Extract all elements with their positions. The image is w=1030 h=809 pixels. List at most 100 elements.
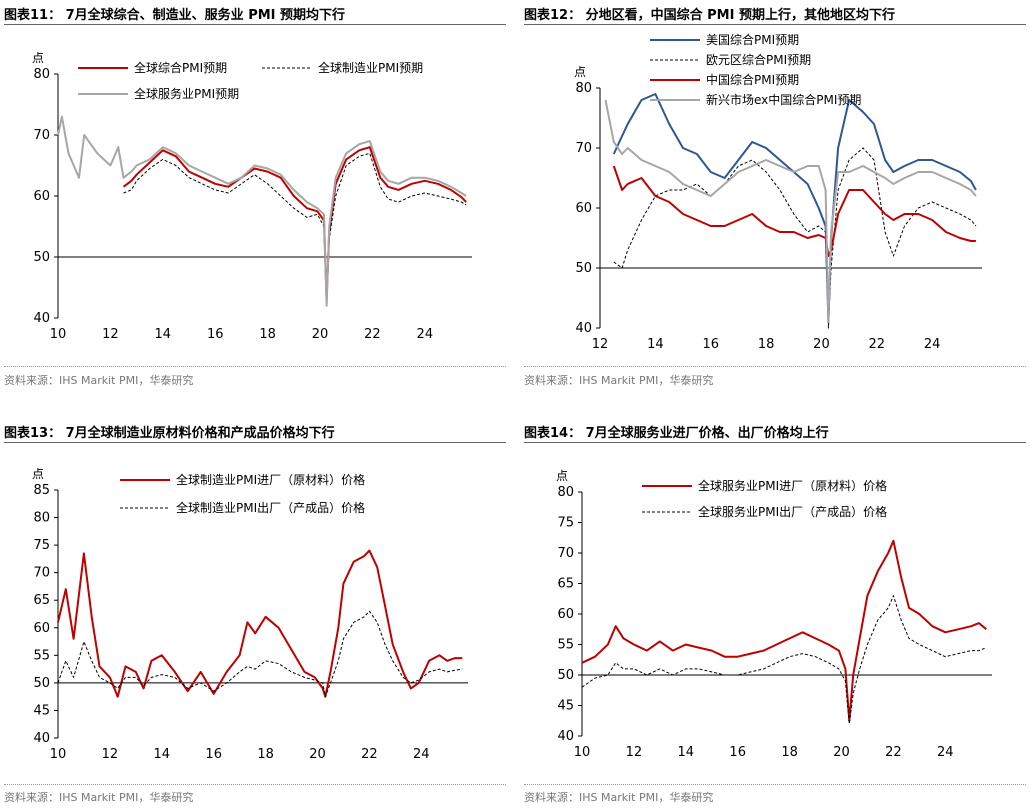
y-tick-label: 60 (33, 189, 50, 204)
x-tick-label: 22 (869, 337, 886, 352)
x-tick-label: 18 (758, 337, 775, 352)
x-tick-label: 14 (647, 337, 664, 352)
chart-source: 资料来源：IHS Markit PMI，华泰研究 (4, 374, 194, 387)
series-line (57, 115, 467, 307)
y-tick-label: 40 (575, 321, 592, 336)
y-axis-label: 点 (32, 467, 44, 481)
x-tick-label: 22 (361, 747, 378, 762)
x-tick-label: 16 (702, 337, 719, 352)
y-tick-label: 60 (33, 621, 50, 636)
chart-panel-13: 图表13： 7月全球制造业原材料价格和产成品价格均下行 点 40 45 50 55 60 6… (0, 418, 510, 808)
y-axis-label: 点 (556, 469, 568, 483)
title-rule (4, 442, 506, 443)
y-tick-label: 65 (557, 577, 574, 592)
series-line (581, 539, 987, 722)
y-tick-label: 70 (33, 128, 50, 143)
y-tick-label: 80 (575, 81, 592, 96)
y-tick-label: 55 (33, 648, 50, 663)
series-line (604, 99, 977, 323)
x-tick-label: 20 (312, 327, 329, 342)
legend-label: 全球服务业PMI进厂（原材料）价格 (698, 478, 887, 493)
chart-plot: 点 40 45 50 55 60 65 70 75 80 10 12 14 16 18 20 22 24 全球服务业… (556, 469, 992, 760)
source-rule (4, 784, 506, 785)
y-axis-label: 点 (32, 51, 44, 65)
x-tick-label: 12 (102, 747, 119, 762)
chart-title: 图表13： 7月全球制造业原材料价格和产成品价格均下行 (4, 426, 335, 441)
y-tick-label: 40 (557, 729, 574, 744)
y-tick-label: 80 (557, 485, 574, 500)
y-tick-label: 40 (33, 731, 50, 746)
series-line (581, 595, 987, 725)
y-tick-label: 60 (557, 607, 574, 622)
chart-source: 资料来源：IHS Markit PMI，华泰研究 (524, 791, 714, 804)
y-tick-label: 45 (33, 703, 50, 718)
y-tick-label: 70 (33, 566, 50, 581)
x-tick-label: 12 (626, 745, 643, 760)
x-tick-label: 12 (592, 337, 609, 352)
x-tick-label: 24 (937, 745, 954, 760)
series-line (57, 549, 463, 698)
y-tick-label: 50 (33, 250, 50, 265)
x-tick-label: 20 (813, 337, 830, 352)
y-tick-label: 60 (575, 201, 592, 216)
title-rule (524, 24, 1026, 25)
series-line (123, 152, 467, 288)
x-tick-label: 24 (924, 337, 941, 352)
x-tick-label: 22 (885, 745, 902, 760)
chart-plot: 点 40 50 60 70 80 12 14 16 18 20 22 24 美国综合PMI预期欧元区综合P… (574, 32, 982, 352)
x-tick-label: 18 (781, 745, 798, 760)
y-tick-label: 70 (575, 141, 592, 156)
chart-plot: 点 40 45 50 55 60 65 70 75 80 85 10 12 14 16 18 20 22 24 全球制… (32, 467, 468, 762)
y-tick-label: 80 (33, 511, 50, 526)
legend-label: 新兴市场ex中国综合PMI预期 (706, 92, 861, 107)
y-tick-label: 75 (557, 516, 574, 531)
chart-title: 图表14： 7月全球服务业进厂价格、出厂价格均上行 (524, 426, 829, 441)
x-tick-label: 20 (309, 747, 326, 762)
title-rule (524, 442, 1026, 443)
y-tick-label: 70 (557, 546, 574, 561)
legend-label: 全球服务业PMI预期 (134, 86, 239, 101)
x-tick-label: 24 (413, 747, 430, 762)
x-tick-label: 22 (364, 327, 381, 342)
x-tick-label: 12 (102, 327, 119, 342)
y-tick-label: 45 (557, 699, 574, 714)
x-tick-label: 14 (155, 327, 172, 342)
legend-label: 欧元区综合PMI预期 (706, 52, 811, 67)
series-line (612, 93, 977, 323)
legend-label: 全球制造业PMI进厂（原材料）价格 (176, 472, 365, 487)
x-tick-label: 16 (205, 747, 222, 762)
x-tick-label: 14 (678, 745, 695, 760)
source-rule (524, 784, 1026, 785)
legend-label: 美国综合PMI预期 (706, 32, 799, 47)
x-tick-label: 18 (259, 327, 276, 342)
x-tick-label: 10 (50, 747, 67, 762)
x-tick-label: 24 (417, 327, 434, 342)
chart-title: 图表12： 分地区看，中国综合 PMI 预期上行，其他地区均下行 (524, 8, 895, 23)
y-tick-label: 55 (557, 638, 574, 653)
source-rule (524, 366, 1026, 367)
y-axis-label: 点 (574, 65, 586, 79)
x-tick-label: 14 (154, 747, 171, 762)
y-tick-label: 75 (33, 538, 50, 553)
series-line (122, 146, 467, 301)
series-line (612, 165, 976, 257)
x-tick-label: 16 (207, 327, 224, 342)
x-tick-label: 10 (574, 745, 591, 760)
chart-source: 资料来源：IHS Markit PMI，华泰研究 (4, 791, 194, 804)
x-tick-label: 10 (50, 327, 67, 342)
series-line (613, 147, 977, 329)
title-rule (4, 24, 506, 25)
x-tick-label: 18 (257, 747, 274, 762)
chart-source: 资料来源：IHS Markit PMI，华泰研究 (524, 374, 714, 387)
chart-panel-14: 图表14： 7月全球服务业进厂价格、出厂价格均上行 点 40 45 50 55 60 65 7… (520, 418, 1030, 808)
source-rule (4, 366, 506, 367)
y-tick-label: 40 (33, 311, 50, 326)
x-tick-label: 16 (729, 745, 746, 760)
chart-panel-12: 图表12： 分地区看，中国综合 PMI 预期上行，其他地区均下行 点 40 50 60… (520, 0, 1030, 395)
legend-label: 全球制造业PMI出厂（产成品）价格 (176, 500, 365, 515)
chart-panel-11: 图表11： 7月全球综合、制造业、服务业 PMI 预期均下行 点 40 50 60 70… (0, 0, 510, 395)
x-tick-label: 20 (833, 745, 850, 760)
legend-label: 全球综合PMI预期 (134, 60, 227, 75)
y-tick-label: 85 (33, 483, 50, 498)
y-tick-label: 50 (33, 676, 50, 691)
